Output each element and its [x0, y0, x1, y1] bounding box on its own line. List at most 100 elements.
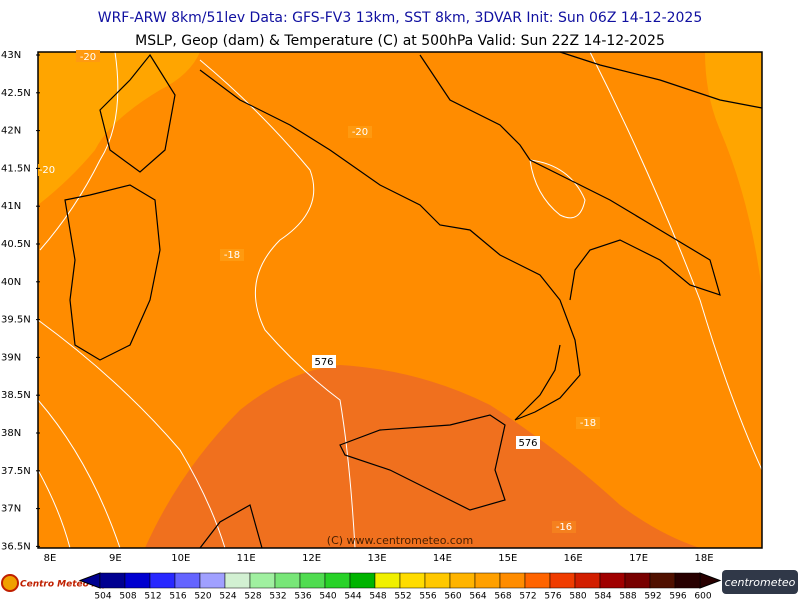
lon-label: 17E: [629, 553, 648, 564]
contour-labels: -20 -20 -20 -18 576 576 -18 -16: [38, 50, 600, 533]
colorbar-box: [649, 572, 676, 589]
colorbar-label: 552: [394, 592, 411, 601]
colorbar-box: [99, 572, 126, 589]
dark-region: [145, 365, 700, 548]
colorbar-box: [574, 572, 601, 589]
contour: [37, 399, 121, 549]
colorbar-label: 508: [119, 592, 136, 601]
contour-label: -18: [224, 250, 240, 261]
lon-label: 11E: [237, 553, 256, 564]
contour: [39, 51, 119, 251]
contour: [589, 51, 763, 471]
colorbar-label: 600: [694, 592, 711, 601]
coastline: [559, 51, 763, 109]
lat-label: 41.5N: [1, 163, 31, 174]
map-frame: [37, 51, 763, 549]
colorbar-label: 576: [544, 592, 561, 601]
header-line: WRF-ARW 8km/51lev Data: GFS-FV3 13km, SS…: [98, 10, 703, 26]
label-box: [220, 249, 244, 261]
contour-label: -20: [39, 165, 55, 176]
header-line: MSLP, Geop (dam) & Temperature (C) at 50…: [135, 33, 665, 49]
colorbar-label: 556: [419, 592, 436, 601]
colorbar-box: [324, 572, 351, 589]
colorbar-box: [499, 572, 526, 589]
lat-label: 37N: [1, 504, 21, 515]
label-box: [76, 50, 100, 62]
contour-label: -20: [352, 127, 368, 138]
contour-label: -18: [580, 418, 596, 429]
lon-label: 14E: [433, 553, 452, 564]
coastline: [64, 184, 161, 361]
colorbar-box: [449, 572, 476, 589]
colorbar-box: [124, 572, 151, 589]
colorbar-label: 588: [619, 592, 636, 601]
colorbar-box: [674, 572, 701, 589]
lon-label: 13E: [367, 553, 386, 564]
contour-label: -20: [80, 52, 96, 63]
coastline: [199, 69, 581, 421]
label-box: [552, 521, 576, 533]
colorbar-label: 596: [669, 592, 686, 601]
label-box: [38, 164, 56, 176]
coastline: [199, 504, 263, 549]
colorbar-box: [174, 572, 201, 589]
coastline: [339, 414, 506, 511]
label-box: [576, 417, 600, 429]
label-box: [516, 436, 540, 449]
lon-label: 15E: [498, 553, 517, 564]
lat-labels: 43N 42.5N 42N 41.5N 41N 40.5N 40N 39.5N 39N 38.5N…: [1, 50, 40, 552]
colorbar-label: 540: [319, 592, 336, 601]
left-logo: Centro Meteo Aquila: [1, 574, 124, 592]
colorbar-label: 544: [344, 592, 361, 601]
lon-label: 16E: [564, 553, 583, 564]
lat-label: 36.5N: [1, 541, 31, 552]
lat-label: 42.5N: [1, 88, 31, 99]
colorbar-box: [474, 572, 501, 589]
colorbar-label: 528: [244, 592, 261, 601]
colorbar-box: [274, 572, 301, 589]
label-box: [312, 355, 336, 368]
coastline: [99, 53, 176, 173]
lon-label: 9E: [109, 553, 122, 564]
contour-label: 576: [518, 438, 537, 449]
lat-label: 38N: [1, 428, 21, 439]
logo-text: Centro Meteo Aquila: [20, 580, 124, 590]
colorbar-label: 564: [469, 592, 486, 601]
colorbar-label: 580: [569, 592, 586, 601]
lon-label: 8E: [44, 553, 57, 564]
lon-label: 10E: [171, 553, 190, 564]
colorbar-box: [224, 572, 251, 589]
lat-label: 42N: [1, 126, 21, 137]
colorbar-box: [349, 572, 376, 589]
coastline: [419, 54, 721, 301]
lat-label: 41N: [1, 201, 21, 212]
colorbar-box: [599, 572, 626, 589]
colorbar-box: [199, 572, 226, 589]
logo-icon: [1, 574, 19, 592]
colorbar-box: [299, 572, 326, 589]
contour-label: -16: [556, 522, 572, 533]
colorbar-box: [549, 572, 576, 589]
lat-label: 43N: [1, 50, 21, 61]
colorbar-label: 568: [494, 592, 511, 601]
credit: (C) www.centrometeo.com: [327, 534, 473, 547]
lat-label: 37.5N: [1, 466, 31, 477]
lat-label: 38.5N: [1, 390, 31, 401]
lon-labels: 8E 9E 10E 11E 12E 13E 14E 15E 16E 17E 18E: [44, 553, 714, 564]
colorbar-label: 536: [294, 592, 311, 601]
colorbar-label: 516: [169, 592, 186, 601]
colorbar-label: 560: [444, 592, 461, 601]
colorbar-box: [149, 572, 176, 589]
colorbar-label: 572: [519, 592, 536, 601]
light-region: [38, 52, 200, 205]
lat-label: 40.5N: [1, 239, 31, 250]
colorbar-box: [399, 572, 426, 589]
contour: [37, 319, 226, 549]
contour: [529, 159, 586, 219]
colorbar-box: [624, 572, 651, 589]
colorbar-label: 548: [369, 592, 386, 601]
logo-box: [722, 570, 798, 594]
colorbar-label: 584: [594, 592, 611, 601]
lat-label: 40N: [1, 277, 21, 288]
